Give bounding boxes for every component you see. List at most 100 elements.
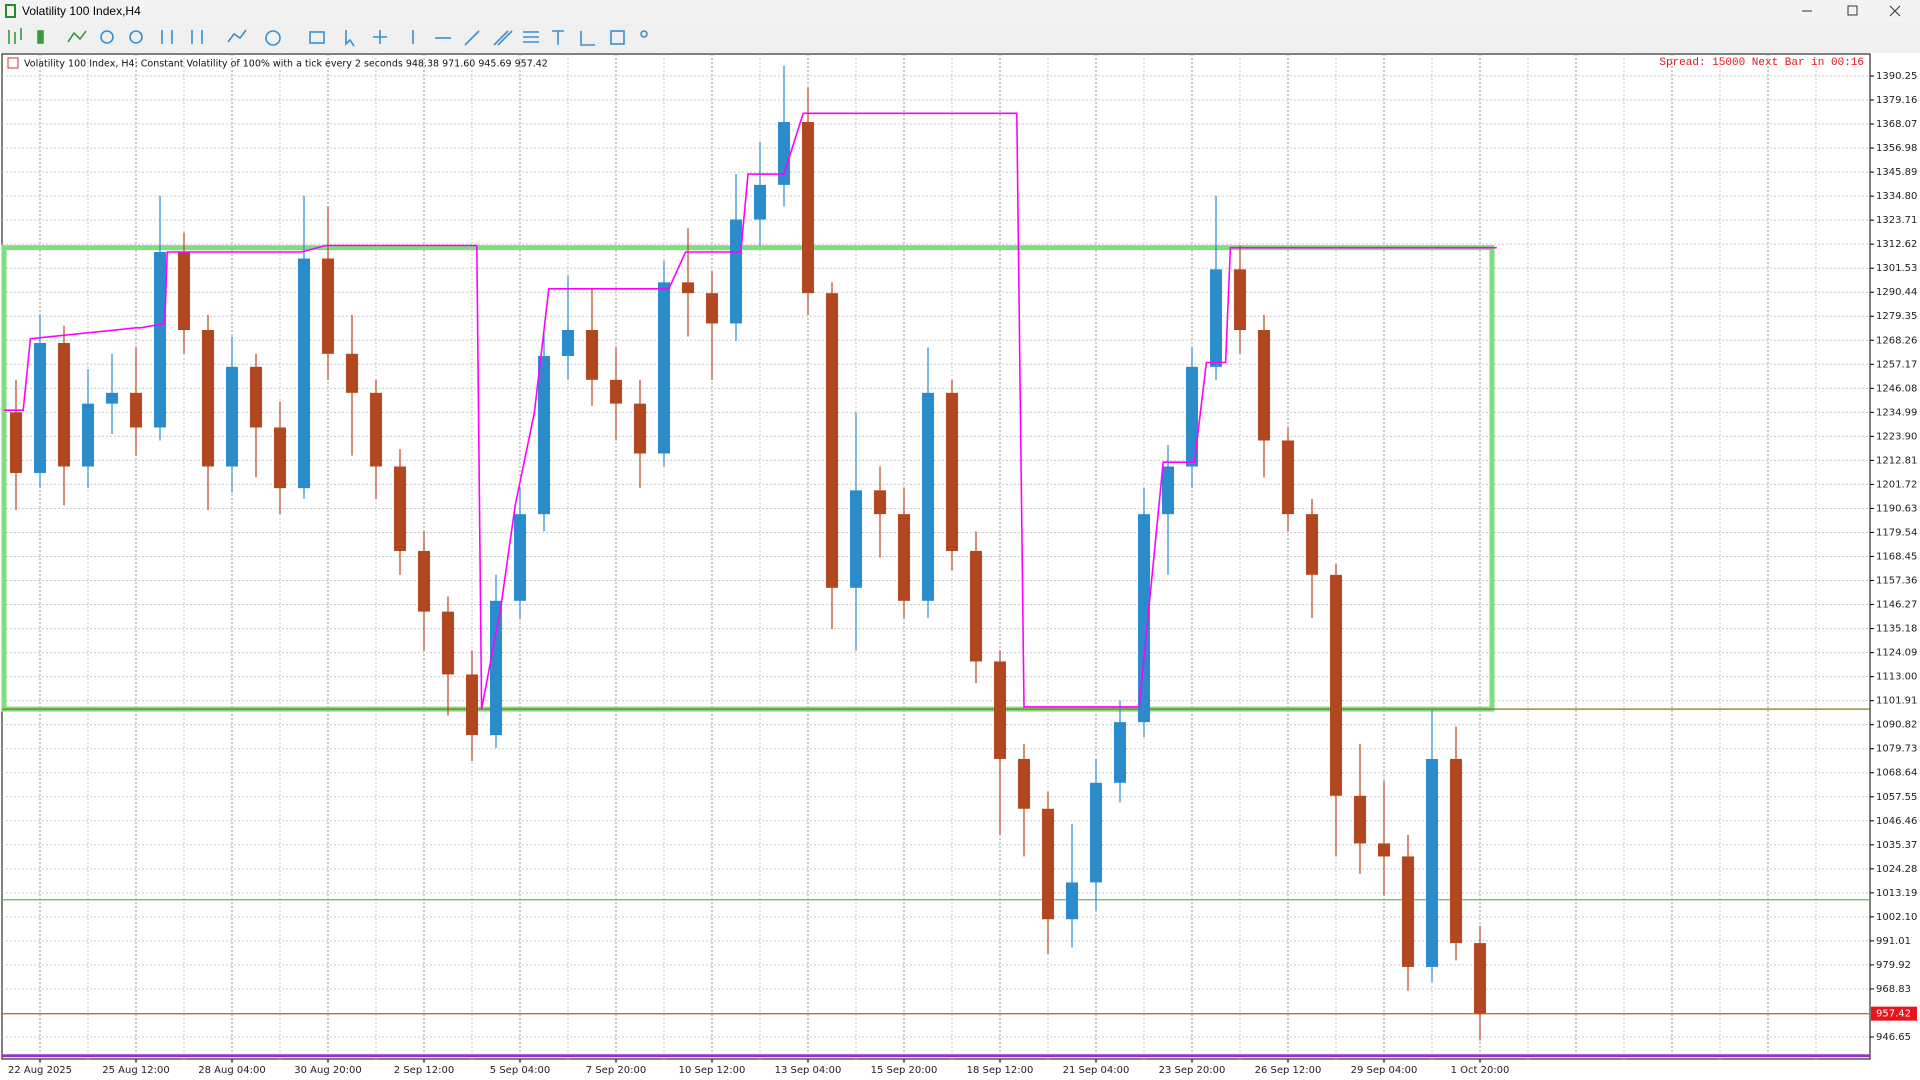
candle-body — [778, 122, 790, 185]
shapes-tool[interactable] — [610, 30, 625, 45]
step-line — [4, 112, 1497, 710]
candle-body — [274, 427, 286, 489]
x-tick-label: 18 Sep 12:00 — [967, 1065, 1034, 1076]
candle-body — [850, 490, 862, 588]
candle-body — [418, 550, 430, 612]
y-tick-label: 1301.53 — [1876, 263, 1917, 274]
x-tick-label: 1 Oct 20:00 — [1451, 1065, 1510, 1076]
y-tick-label: 1223.90 — [1876, 431, 1917, 442]
window-title: Volatility 100 Index,H4 — [22, 4, 141, 18]
y-tick-label: 1157.36 — [1876, 576, 1917, 587]
y-tick-label: 1356.98 — [1876, 143, 1917, 154]
candle-body — [1114, 722, 1126, 783]
y-tick-label: 1057.55 — [1876, 792, 1917, 803]
crosshair-tool[interactable] — [373, 30, 387, 44]
candle-body — [922, 392, 934, 601]
candle-body — [874, 490, 886, 515]
candle-body — [298, 258, 310, 489]
objects-tool[interactable] — [640, 30, 648, 38]
scroll-tool[interactable] — [191, 30, 203, 44]
text-tool[interactable] — [552, 30, 564, 45]
candle-tool[interactable] — [37, 30, 44, 44]
tile-tool[interactable] — [161, 30, 173, 44]
y-tick-label: 1334.80 — [1876, 191, 1917, 202]
candle-body — [634, 403, 646, 454]
indicators-tool[interactable] — [227, 29, 247, 43]
x-tick-label: 7 Sep 20:00 — [586, 1065, 646, 1076]
current-price-box — [1871, 1006, 1917, 1021]
candle-body — [730, 219, 742, 324]
y-tick-label: 1002.10 — [1876, 912, 1917, 923]
periods-tool[interactable] — [265, 30, 281, 46]
y-tick-label: 1179.54 — [1876, 527, 1917, 538]
current-price-label: 957.42 — [1876, 1009, 1911, 1020]
y-tick-label: 1035.37 — [1876, 840, 1917, 851]
trendline-tool[interactable] — [464, 30, 480, 46]
candle-body — [1378, 843, 1390, 857]
x-tick-label: 23 Sep 20:00 — [1159, 1065, 1226, 1076]
y-tick-label: 1323.71 — [1876, 215, 1917, 226]
candle-body — [466, 674, 478, 736]
candle-body — [946, 392, 958, 551]
x-tick-label: 26 Sep 12:00 — [1255, 1065, 1322, 1076]
candle-body — [106, 392, 118, 404]
y-tick-label: 1168.45 — [1876, 552, 1917, 563]
y-tick-label: 1146.27 — [1876, 600, 1917, 611]
candle-body — [178, 252, 190, 331]
candle-body — [682, 282, 694, 294]
candle-body — [898, 514, 910, 601]
channel-tool[interactable] — [493, 30, 513, 46]
candle-body — [706, 293, 718, 324]
candle-body — [394, 466, 406, 551]
close-button[interactable] — [1889, 5, 1901, 17]
zoom-in[interactable] — [100, 30, 114, 44]
candle-body — [826, 293, 838, 588]
candle-body — [1426, 758, 1438, 967]
candle-body — [586, 330, 598, 380]
candle-body — [82, 403, 94, 467]
app-icon — [5, 4, 16, 18]
candle-body — [1090, 782, 1102, 883]
plot: 1390.25 1379.16 1368.07 1356.98 1345.89 1334.… — [1, 54, 1917, 1076]
y-tick-label: 1379.16 — [1876, 95, 1917, 106]
y-tick-label: 1345.89 — [1876, 167, 1917, 178]
x-tick-label: 22 Aug 2025 — [8, 1065, 72, 1076]
y-tick-label: 1257.17 — [1876, 359, 1917, 370]
status-text: Spread: 15000 Next Bar in 00:16 — [1659, 57, 1864, 69]
y-tick-label: 946.65 — [1876, 1032, 1911, 1043]
y-tick-label: 1246.08 — [1876, 383, 1917, 394]
candle-body — [1186, 366, 1198, 467]
y-tick-label: 1135.18 — [1876, 624, 1917, 635]
candle-body — [202, 330, 214, 467]
screenshot-tool[interactable] — [309, 31, 325, 44]
fibo-tool[interactable] — [523, 31, 539, 43]
line-chart-tool[interactable] — [67, 30, 87, 43]
bar-chart-tool[interactable] — [8, 28, 22, 44]
candle-body — [1402, 856, 1414, 967]
arrow-tool[interactable] — [580, 31, 595, 46]
toolbar — [0, 23, 1920, 53]
y-tick-label: 1068.64 — [1876, 768, 1917, 779]
y-tick-label: 1390.25 — [1876, 71, 1917, 82]
candle-body — [1474, 943, 1486, 1014]
candle-body — [1042, 808, 1054, 920]
candle-body — [610, 379, 622, 404]
candle-body — [1354, 795, 1366, 844]
zoom-out[interactable] — [129, 30, 143, 44]
candle-body — [442, 611, 454, 675]
candle-body — [754, 184, 766, 220]
candle-body — [538, 355, 550, 515]
candle-body — [154, 252, 166, 428]
maximize-button[interactable] — [1847, 5, 1858, 16]
cursor-tool[interactable] — [345, 30, 355, 47]
toolbar-icons — [8, 28, 648, 47]
title-bar — [0, 0, 1920, 23]
x-tick-label: 13 Sep 04:00 — [775, 1065, 842, 1076]
y-tick-label: 1290.44 — [1876, 287, 1917, 298]
y-tick-label: 1312.62 — [1876, 239, 1917, 250]
candle-body — [1234, 269, 1246, 331]
y-tick-label: 1234.99 — [1876, 407, 1917, 418]
candle-body — [1018, 758, 1030, 809]
candle-body — [10, 412, 22, 473]
